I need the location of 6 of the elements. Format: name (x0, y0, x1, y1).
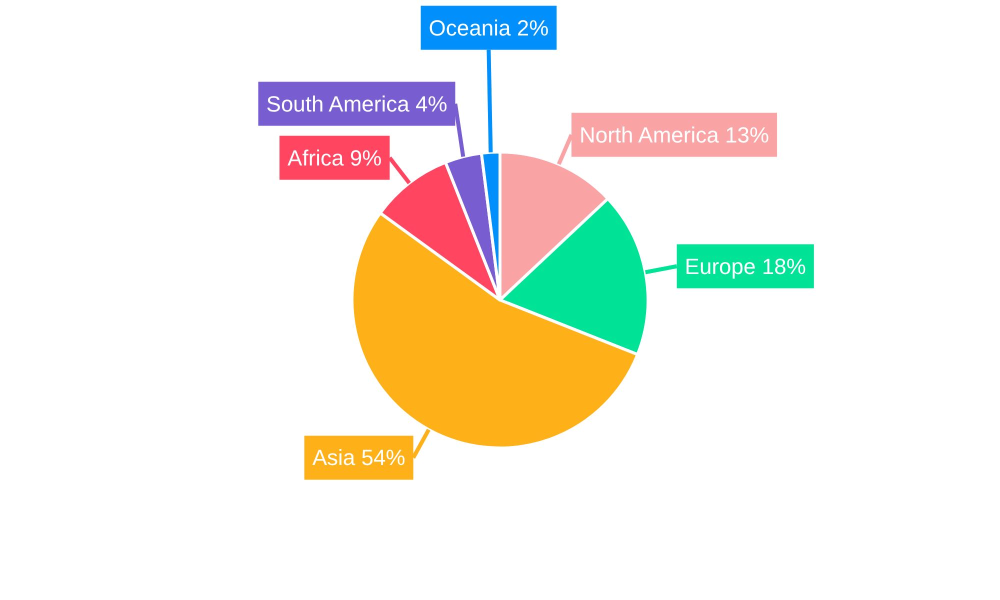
slice-label: Europe 18% (684, 254, 806, 279)
slice-label: Oceania 2% (428, 15, 549, 40)
slice-label: Asia 54% (312, 445, 406, 470)
slice-label: North America 13% (579, 122, 770, 148)
slice-label: Africa 9% (288, 145, 382, 170)
slice-label: South America 4% (266, 91, 448, 116)
